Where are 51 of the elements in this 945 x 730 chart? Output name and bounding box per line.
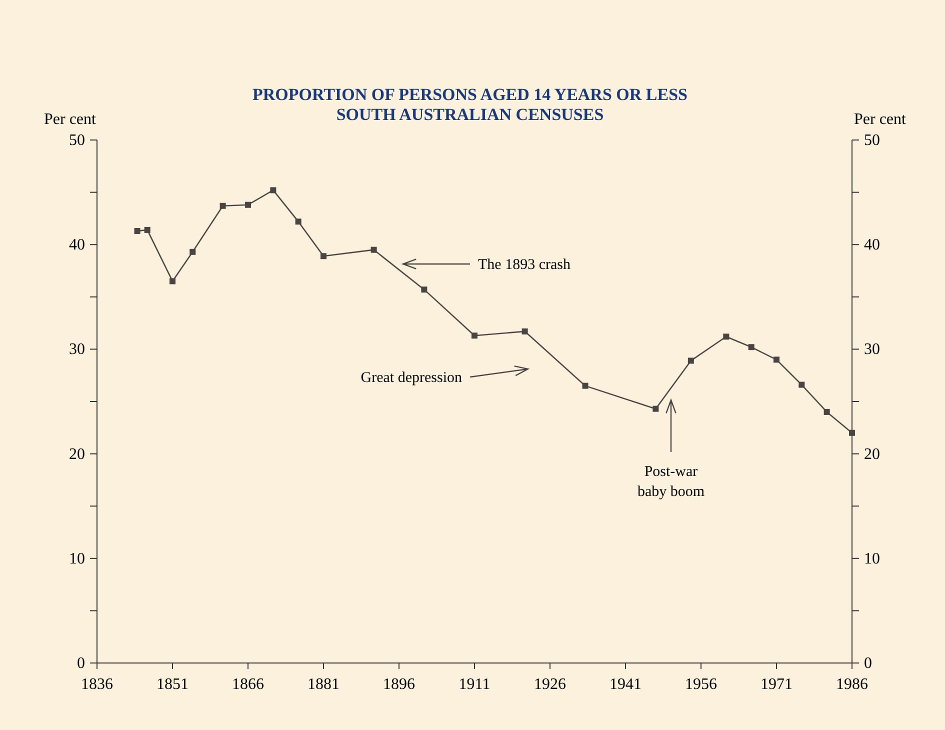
x-tick-label: 1866 (232, 676, 264, 693)
point (370, 246, 377, 253)
point (748, 344, 754, 350)
point (798, 382, 805, 388)
annotation: The 1893 crash (478, 257, 571, 273)
y2-axis-title: Per cent (854, 111, 907, 128)
annotation: Great depression (360, 370, 462, 386)
point (824, 408, 830, 415)
point (723, 334, 730, 340)
point (295, 218, 302, 225)
point (220, 202, 226, 209)
x-tick-label: 1926 (534, 676, 566, 693)
y2-tick-label: 20 (864, 446, 880, 463)
point (774, 356, 780, 363)
point (688, 358, 694, 364)
x-tick-label: 1851 (156, 676, 188, 693)
x-tick-label: 1941 (610, 676, 642, 693)
y-axis-title: Per cent (44, 111, 97, 128)
y2-tick-label: 30 (864, 341, 880, 358)
annotation: Post-war baby boom (637, 464, 705, 500)
y-tick-label: 20 (69, 446, 85, 463)
point (582, 382, 588, 389)
point (320, 253, 326, 260)
x-tick-label: 1956 (685, 676, 717, 693)
x-tick-label: 1911 (458, 676, 490, 693)
y-tick-label: 10 (69, 550, 85, 568)
chart-title: PROPORTION OF PERSONS AGED 14 YEARS OR LESS SOUTH AUSTRALIAN CENSUSES (252, 85, 688, 124)
point (134, 228, 140, 234)
y-tick-label: 40 (69, 236, 85, 254)
y2-tick-label: 0 (864, 655, 872, 672)
x-tick-label: 1971 (760, 676, 792, 693)
x-tick-label: 1881 (308, 676, 340, 693)
y-tick-label: 30 (69, 341, 85, 358)
point (421, 286, 428, 293)
y2-tick-label: 50 (864, 132, 880, 149)
point (849, 430, 855, 436)
point (652, 406, 659, 412)
point (522, 328, 528, 334)
point (472, 332, 478, 339)
y-tick-label: 0 (77, 655, 85, 672)
point (270, 187, 276, 194)
x-tick-label: 1986 (836, 676, 868, 693)
point (170, 278, 176, 284)
y2-tick-label: 10 (864, 550, 880, 568)
y2-tick-label: 40 (864, 236, 880, 254)
point (144, 226, 150, 233)
y-tick-label: 50 (69, 132, 85, 149)
x-tick-label: 1896 (383, 676, 415, 693)
x-tick-label: 1836 (81, 676, 113, 693)
point (245, 202, 251, 208)
point (190, 248, 196, 255)
